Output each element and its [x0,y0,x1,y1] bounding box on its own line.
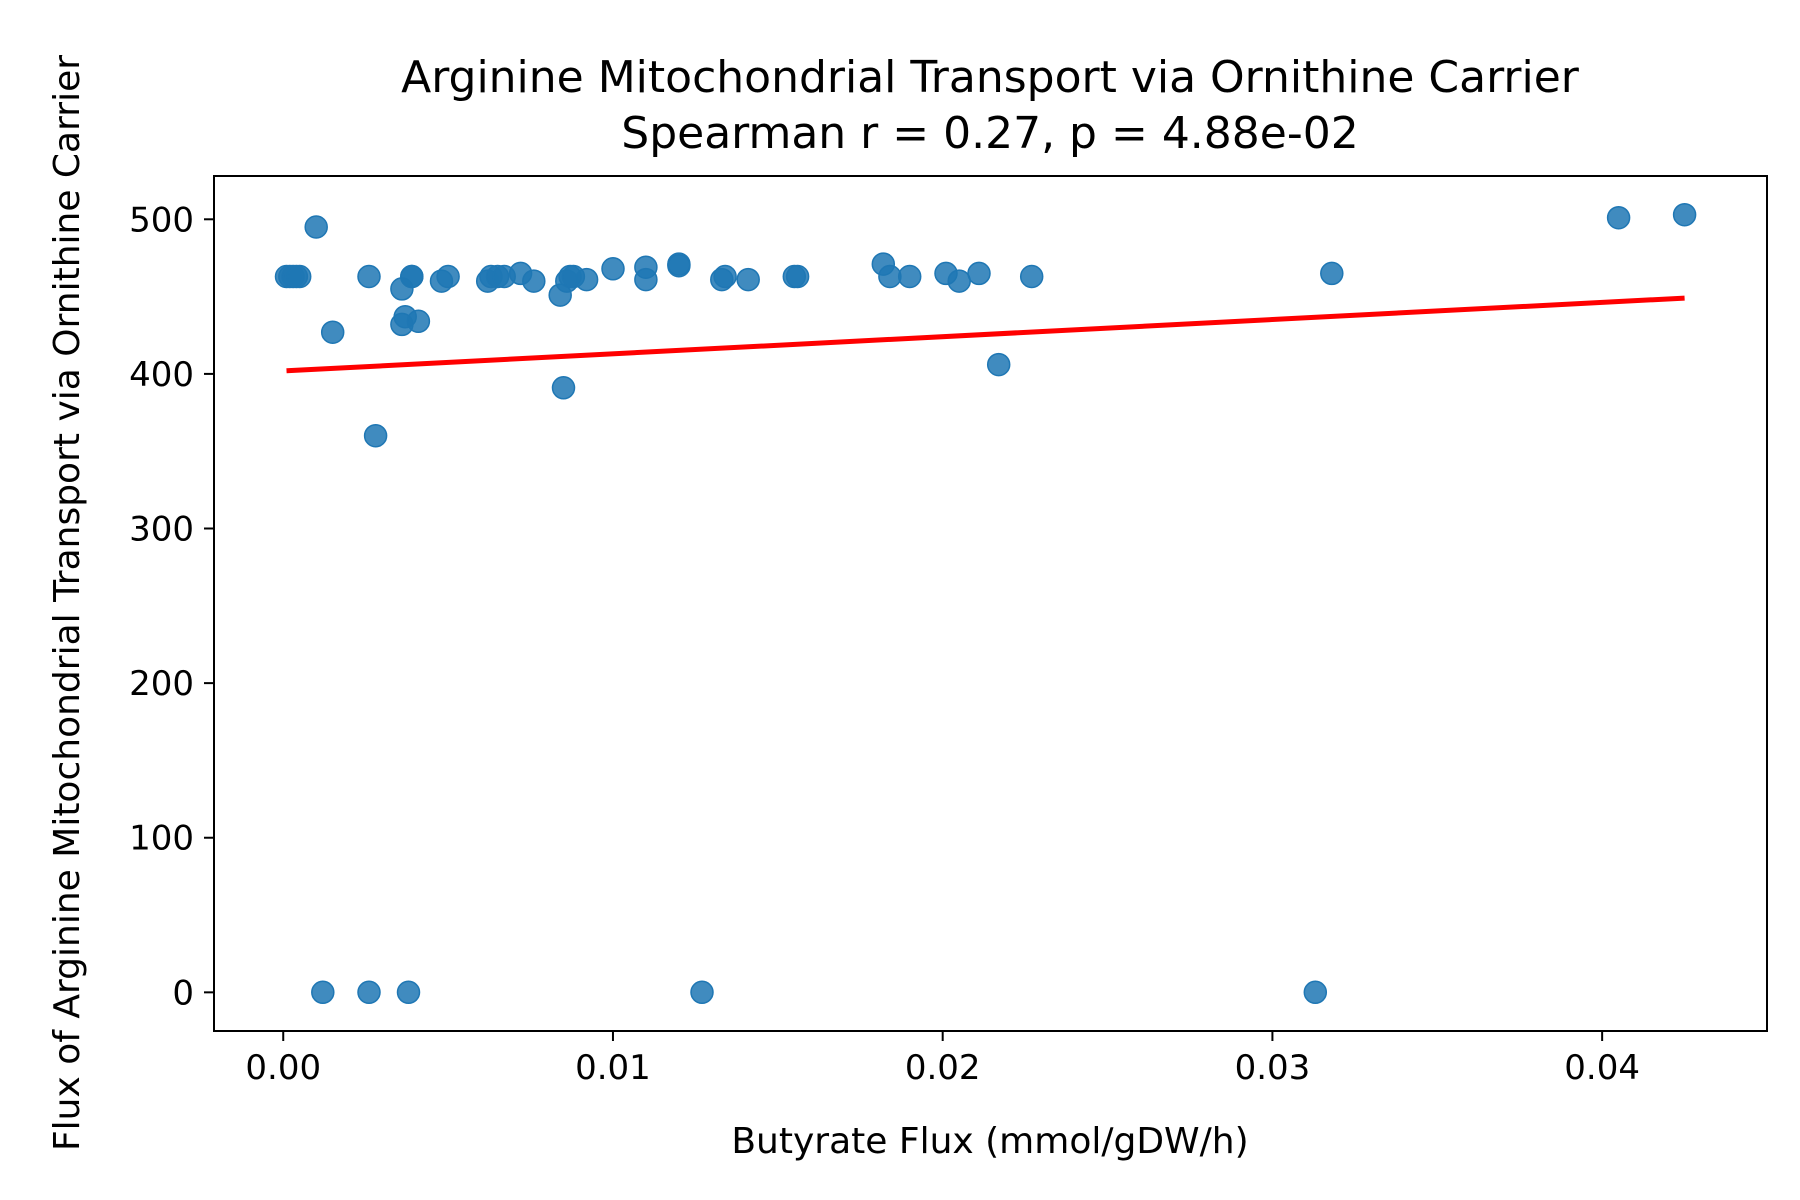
data-point [967,261,991,286]
plot-area [274,202,1697,1005]
data-point [1672,202,1697,227]
data-point [551,376,576,400]
y-tick-label: 100 [129,819,194,859]
y-axis-label: Flux of Arginine Mitochondrial Transport… [47,55,88,1151]
axes-frame [213,175,1768,1032]
x-axis: 0.00 0.01 0.02 0.03 0.04 [245,1031,1640,1088]
x-tick-label: 0.03 [1235,1048,1311,1088]
data-point [785,264,810,289]
data-point [357,980,381,1005]
data-point [320,320,345,344]
x-axis-label: Butyrate Flux (mmol/gDW/h) [731,1121,1248,1162]
x-tick-label: 0.01 [575,1048,651,1088]
data-point [406,309,431,334]
data-point [400,264,424,289]
y-tick-label: 200 [129,664,194,704]
x-tick-label: 0.00 [245,1048,321,1088]
data-point [287,264,312,289]
data-point [396,980,421,1005]
data-point [947,269,971,293]
data-point [1303,980,1328,1005]
chart-title: Arginine Mitochondrial Transport via Orn… [401,52,1580,103]
data-point [304,215,328,239]
data-point [736,267,760,292]
y-tick-label: 500 [129,200,194,240]
chart-subtitle: Spearman r = 0.27, p = 4.88e-02 [621,108,1358,159]
data-point [436,264,460,289]
data-point [574,267,599,292]
x-tick-label: 0.04 [1564,1048,1640,1088]
data-point [690,980,714,1005]
y-tick-label: 0 [172,973,194,1013]
data-point [311,980,335,1005]
data-point [357,264,381,289]
trend-line [286,295,1685,374]
y-tick-label: 400 [129,355,194,395]
data-point [522,269,546,293]
data-point [713,264,737,289]
y-axis: 0 100 200 300 400 500 [129,200,214,1013]
data-point [1606,205,1631,230]
x-tick-label: 0.02 [905,1048,981,1088]
y-tick-label: 300 [129,510,194,550]
data-point [634,267,658,292]
data-point [601,257,625,281]
data-point [878,264,902,289]
data-point [986,352,1011,377]
data-point [1019,264,1044,289]
data-point [363,423,388,448]
data-point [667,253,691,278]
data-point [1320,261,1344,286]
data-point [897,264,922,289]
